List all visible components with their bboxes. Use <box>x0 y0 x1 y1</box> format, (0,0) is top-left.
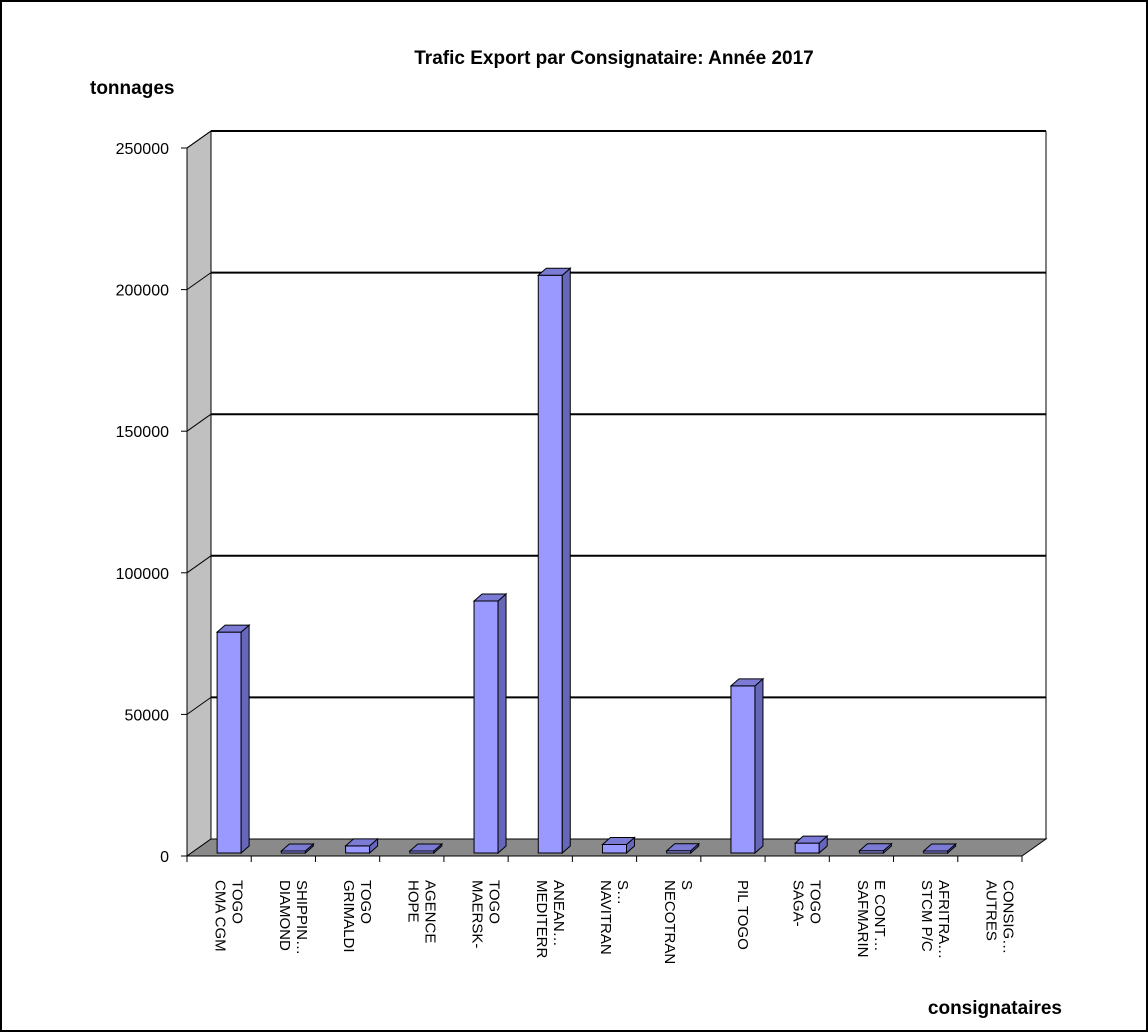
x-tick-label: AFRITRA… <box>935 880 952 959</box>
bar <box>215 624 251 855</box>
bar-top <box>472 593 508 602</box>
y-tick-label: 200000 <box>116 283 169 300</box>
gridline-depth <box>186 696 212 715</box>
bar-side <box>240 624 250 855</box>
bar-side <box>497 592 507 855</box>
x-tick-label: TOGO <box>229 880 246 924</box>
x-tick-label: S… <box>614 880 631 905</box>
x-tick-label: TOGO <box>807 880 824 924</box>
x-tick-label: MAERSK- <box>469 880 486 948</box>
y-tick-label: 0 <box>160 849 169 866</box>
x-tick-label: NAVITRAN <box>597 880 614 955</box>
bar-top <box>536 267 572 276</box>
bar <box>729 677 765 855</box>
y-tick-label: 100000 <box>116 566 169 583</box>
x-axis-label: consignataires <box>928 998 1062 1019</box>
x-tick-label: CONSIG… <box>999 880 1016 954</box>
bar-top <box>344 838 379 847</box>
y-tick-label: 50000 <box>125 707 170 724</box>
bar <box>858 842 893 855</box>
bar-top <box>280 843 315 852</box>
bar <box>536 267 572 855</box>
x-tick-label: ANEAN… <box>550 880 567 947</box>
gridline-depth <box>186 555 212 574</box>
x-tick-label: GRIMALDI <box>340 880 357 953</box>
x-tick-label: E CONT… <box>871 880 888 952</box>
bar-front <box>216 631 242 854</box>
bar-top <box>922 843 957 852</box>
bar <box>601 836 636 855</box>
bar-top <box>665 843 701 852</box>
side-wall <box>186 130 212 857</box>
x-tick-label: CMA CGM <box>212 880 229 952</box>
bar-top <box>215 624 251 633</box>
x-tick-label: SAGA- <box>790 880 807 927</box>
x-tick-label: NECOTRAN <box>661 880 678 964</box>
x-tick-label: AGENCE <box>421 880 438 943</box>
bar-top <box>793 835 829 844</box>
bar-front <box>537 274 563 854</box>
bar <box>665 842 701 855</box>
x-tick-label: STCM P/C <box>918 880 935 952</box>
gridline-depth <box>186 130 212 149</box>
bar-side <box>754 677 764 855</box>
y-axis-label: tonnages <box>90 78 174 99</box>
gridline-depth <box>186 272 212 291</box>
bar <box>344 837 379 855</box>
y-tick-label: 250000 <box>116 141 169 158</box>
x-tick-label: HOPE <box>404 880 421 923</box>
bar <box>922 842 957 855</box>
bar-front <box>345 845 371 854</box>
bar-top <box>601 837 636 846</box>
x-tick-label: PIL TOGO <box>734 880 751 950</box>
bar-side <box>561 267 571 855</box>
bar-top <box>729 678 765 687</box>
bar-top <box>408 843 444 852</box>
x-tick-label: S <box>678 880 695 890</box>
x-tick-label: SAFMARIN <box>854 880 871 958</box>
x-tick-label: TOGO <box>486 880 503 924</box>
x-tick-label: MEDITERR <box>533 880 550 959</box>
x-tick-label: DIAMOND <box>276 880 293 951</box>
x-tick-label: SHIPPIN… <box>293 880 310 955</box>
bar <box>472 592 508 855</box>
gridline-depth <box>186 413 212 432</box>
y-tick-label: 150000 <box>116 424 169 441</box>
bar <box>793 834 829 855</box>
bar <box>280 842 315 855</box>
x-tick-label: AUTRES <box>982 880 999 941</box>
bar-front <box>602 844 627 854</box>
bar-top <box>858 843 893 852</box>
bar-front <box>730 685 756 854</box>
chart-title: Trafic Export par Consignataire: Année 2… <box>414 48 813 69</box>
bar <box>408 842 444 855</box>
x-tick-label: TOGO <box>357 880 374 924</box>
bar-front <box>473 600 499 854</box>
bar-front <box>794 842 820 854</box>
